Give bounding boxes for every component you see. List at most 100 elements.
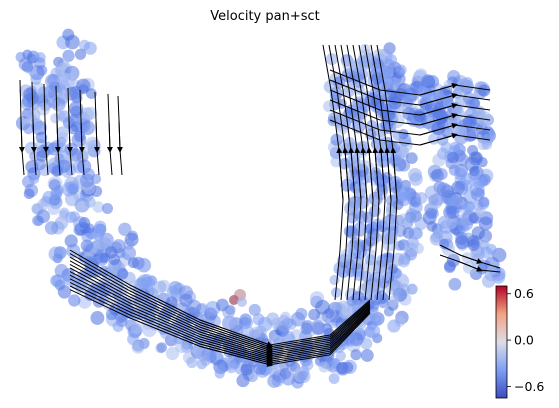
cell-point (36, 102, 50, 116)
cell-point (56, 136, 67, 147)
streamline-arrow (360, 147, 368, 201)
streamline (107, 93, 113, 176)
streamline-arrow (459, 261, 483, 272)
cell-point (61, 181, 77, 197)
streamline-arrow (419, 102, 458, 116)
cell-point (68, 294, 81, 307)
cell-point (387, 319, 401, 333)
streamline-arrow (459, 254, 483, 264)
cell-point (200, 318, 215, 333)
cell-point (229, 295, 239, 305)
streamline-arrow (199, 329, 273, 355)
streamline-arrow (199, 336, 273, 360)
cell-point (37, 86, 50, 99)
cell-point (479, 237, 490, 249)
cell-point (124, 232, 139, 247)
cell-point (440, 141, 453, 154)
cell-point (130, 322, 142, 334)
cell-point (457, 78, 471, 91)
cell-point (463, 200, 475, 213)
cell-point (378, 155, 391, 168)
streamline-arrow (199, 333, 273, 358)
cell-point (364, 280, 379, 296)
cell-point (71, 132, 87, 148)
cell-point (300, 322, 313, 335)
streamline-arrow (366, 147, 374, 201)
cell-point (406, 152, 418, 164)
cell-point (360, 348, 374, 362)
cell-point (389, 279, 403, 294)
cell-point (385, 194, 398, 207)
streamline-arrow (348, 147, 356, 201)
cell-point (186, 299, 202, 314)
cell-point (30, 73, 42, 85)
cell-point (352, 183, 366, 196)
streamline-arrow (342, 147, 350, 201)
cell-point (431, 106, 446, 120)
cell-point (368, 191, 383, 206)
cell-point (118, 222, 132, 236)
cell-point (402, 97, 414, 109)
streamline (94, 91, 100, 176)
colorbar-ticks: 0.6 0.0 −0.6 (507, 286, 544, 394)
cell-point (422, 75, 436, 89)
cell-point (336, 112, 352, 128)
cell-point (388, 295, 400, 307)
cell-point (412, 242, 424, 254)
streamline-arrow (42, 119, 49, 153)
streamline-arrow (199, 321, 273, 349)
cell-point (387, 263, 398, 275)
cell-point (76, 78, 91, 93)
cell-point (251, 326, 262, 338)
cell-point (70, 105, 83, 119)
streamline-arrow (66, 119, 73, 153)
cell-point (92, 201, 105, 213)
cell-point (435, 168, 448, 181)
cell-point (121, 245, 137, 261)
cell-point (57, 72, 70, 85)
cell-point (397, 255, 410, 268)
cell-point (222, 340, 236, 353)
colorbar-tick-label: 0.6 (514, 286, 534, 301)
streamline-arrow (419, 132, 458, 146)
cell-point (45, 73, 60, 89)
cell-point (455, 235, 470, 250)
streamline-arrow (419, 82, 458, 96)
cell-point (86, 88, 97, 99)
cell-point (356, 195, 370, 209)
cell-point (335, 350, 346, 362)
cell-point (50, 186, 63, 199)
cell-point (142, 322, 157, 337)
streamline-arrow (93, 119, 100, 153)
cell-point (224, 304, 236, 316)
cell-point (481, 139, 493, 150)
cell-point (29, 173, 40, 185)
cell-point (409, 172, 423, 186)
cell-point (92, 223, 106, 238)
cell-point (388, 141, 401, 154)
cell-point (35, 131, 48, 144)
colorbar: 0.6 0.0 −0.6 (495, 285, 544, 399)
cell-point (430, 232, 441, 243)
cell-point (48, 246, 64, 262)
cell-point (47, 202, 60, 216)
cell-point (84, 223, 95, 234)
cell-point (65, 34, 80, 50)
cell-point (269, 364, 282, 376)
cell-point (237, 297, 247, 307)
cell-point (480, 246, 493, 259)
cell-point (346, 212, 358, 224)
cell-point (27, 108, 41, 122)
cell-point (481, 274, 496, 288)
cell-point (214, 368, 225, 379)
cell-point (365, 323, 381, 339)
cell-point (84, 106, 98, 120)
cell-point (318, 361, 330, 373)
cell-point (447, 151, 459, 164)
streamline-arrow (116, 119, 123, 153)
cell-point (353, 239, 367, 253)
cell-point (252, 313, 265, 326)
cell-point (444, 260, 456, 272)
cell-point (486, 265, 497, 276)
